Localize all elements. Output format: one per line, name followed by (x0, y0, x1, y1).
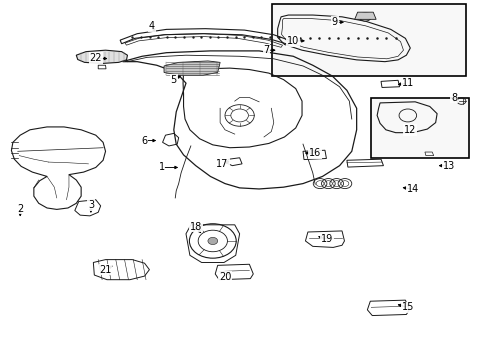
Text: 16: 16 (308, 148, 321, 158)
Text: 13: 13 (442, 161, 454, 171)
Text: 10: 10 (286, 36, 299, 46)
Text: 4: 4 (148, 21, 155, 31)
Text: 8: 8 (450, 93, 456, 103)
Circle shape (207, 237, 217, 244)
Circle shape (359, 13, 370, 21)
Bar (370, 98, 468, 158)
Text: 11: 11 (401, 78, 413, 88)
Text: 2: 2 (17, 204, 23, 214)
Polygon shape (76, 50, 127, 63)
Bar (271, 4, 466, 76)
Polygon shape (163, 61, 220, 75)
Text: 1: 1 (158, 162, 164, 172)
Text: 9: 9 (331, 17, 337, 27)
Text: 19: 19 (321, 234, 333, 244)
Text: 7: 7 (263, 45, 269, 55)
Text: 14: 14 (406, 184, 418, 194)
Text: 15: 15 (401, 302, 413, 312)
Text: 21: 21 (99, 265, 111, 275)
Text: 5: 5 (170, 75, 177, 85)
Text: 20: 20 (218, 272, 231, 282)
Text: 18: 18 (189, 222, 202, 231)
Polygon shape (354, 12, 375, 19)
Text: 6: 6 (141, 136, 147, 145)
Text: 12: 12 (403, 125, 416, 135)
Text: 3: 3 (88, 200, 94, 210)
Text: 22: 22 (89, 53, 102, 63)
Text: 17: 17 (216, 159, 228, 169)
